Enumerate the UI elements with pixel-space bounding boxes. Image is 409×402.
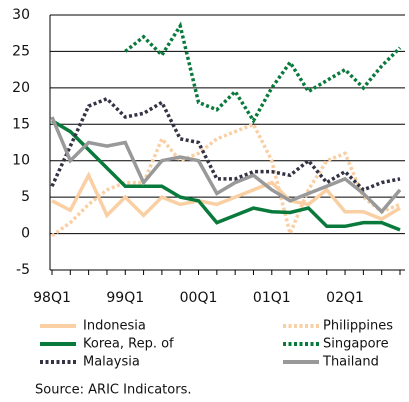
legend-label: Philippines bbox=[323, 319, 393, 334]
series-line bbox=[124, 21, 402, 125]
series-line bbox=[50, 96, 401, 192]
source-note: Source: ARIC Indicators. bbox=[35, 383, 191, 398]
y-tick-label: 20 bbox=[12, 80, 30, 96]
legend-label: Singapore bbox=[323, 337, 389, 352]
y-tick-label: 25 bbox=[12, 43, 30, 59]
x-tick-label: 02Q1 bbox=[326, 290, 364, 306]
y-tick-label: 30 bbox=[12, 7, 30, 23]
y-tick-label: -5 bbox=[16, 262, 30, 278]
legend-label: Korea, Rep. of bbox=[83, 337, 174, 352]
y-tick-label: 15 bbox=[12, 116, 30, 132]
series-line bbox=[51, 119, 401, 232]
y-tick-label: 10 bbox=[12, 153, 30, 169]
legend-label: Thailand bbox=[322, 355, 379, 370]
series-line bbox=[50, 122, 401, 240]
x-tick-label: 98Q1 bbox=[33, 290, 71, 306]
y-tick-label: 0 bbox=[21, 226, 30, 242]
x-tick-label: 00Q1 bbox=[180, 290, 218, 306]
series-line bbox=[50, 116, 402, 215]
y-tick-label: 5 bbox=[21, 189, 30, 205]
legend-label: Indonesia bbox=[83, 319, 146, 334]
x-tick-label: 01Q1 bbox=[253, 290, 291, 306]
series-line bbox=[51, 171, 401, 221]
x-tick-label: 99Q1 bbox=[106, 290, 144, 306]
legend-label: Malaysia bbox=[83, 355, 140, 370]
